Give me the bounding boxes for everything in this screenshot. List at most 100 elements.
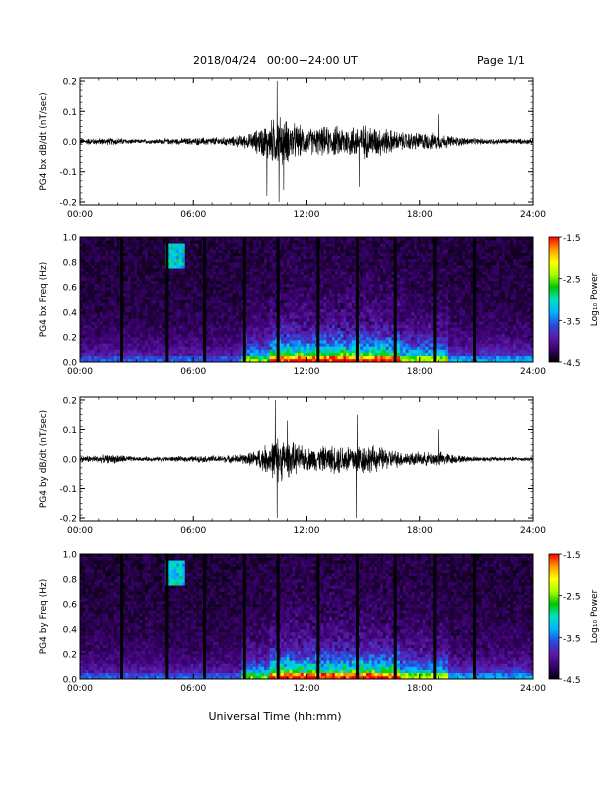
- heatmap-cell: [198, 337, 203, 341]
- heatmap-cell: [227, 274, 231, 278]
- heatmap-cell: [363, 243, 367, 247]
- heatmap-cell: [196, 252, 200, 257]
- heatmap-cell: [357, 305, 361, 310]
- heatmap-cell: [82, 252, 86, 257]
- heatmap-cell: [159, 308, 163, 313]
- heatmap-cell: [179, 283, 183, 288]
- heatmap-cell: [306, 358, 310, 363]
- heatmap-cell: [264, 358, 268, 363]
- heatmap-cell: [368, 346, 372, 350]
- heatmap-cell: [139, 280, 143, 285]
- heatmap-cell: [153, 240, 157, 244]
- heatmap-cell: [91, 262, 95, 266]
- heatmap-cell: [283, 290, 287, 294]
- heatmap-cell: [179, 330, 183, 335]
- heatmap-cell: [252, 308, 256, 313]
- heatmap-cell: [179, 240, 183, 244]
- heatmap-cell: [80, 255, 84, 260]
- y-tick-label: 0.1: [63, 108, 77, 118]
- heatmap-cell: [391, 255, 395, 260]
- heatmap-cell: [363, 315, 367, 319]
- heatmap-cell: [210, 352, 214, 357]
- heatmap-cell: [230, 299, 234, 303]
- heatmap-cell: [96, 299, 101, 303]
- heatmap-cell: [150, 346, 154, 350]
- heatmap-cell: [309, 240, 313, 244]
- heatmap-cell: [391, 252, 395, 257]
- heatmap-cell: [255, 343, 259, 347]
- heatmap-cell: [269, 268, 273, 272]
- heatmap-cell: [116, 243, 120, 247]
- heatmap-cell: [323, 280, 327, 285]
- heatmap-cell: [91, 287, 95, 291]
- heatmap-cell: [283, 349, 287, 353]
- heatmap-cell: [326, 243, 330, 247]
- heatmap-cell: [184, 324, 188, 328]
- heatmap-cell: [85, 318, 89, 322]
- heatmap-cell: [247, 290, 251, 294]
- heatmap-cell: [108, 271, 112, 275]
- heatmap-cell: [224, 327, 228, 332]
- heatmap-cell: [207, 246, 211, 250]
- heatmap-cell: [125, 265, 129, 269]
- heatmap-cell: [323, 327, 327, 332]
- heatmap-cell: [289, 312, 293, 316]
- heatmap-cell: [281, 287, 285, 291]
- heatmap-cell: [371, 249, 375, 253]
- heatmap-cell: [111, 283, 115, 288]
- heatmap-cell: [190, 324, 194, 328]
- heatmap-cell: [130, 240, 135, 244]
- heatmap-cell: [221, 290, 225, 294]
- heatmap-cell: [128, 337, 132, 341]
- heatmap-cell: [130, 277, 135, 282]
- heatmap-cell: [323, 277, 327, 282]
- heatmap-cell: [235, 246, 239, 250]
- heatmap-cell: [221, 352, 225, 357]
- heatmap-cell: [111, 252, 115, 257]
- heatmap-cell: [363, 343, 367, 347]
- heatmap-cell: [306, 327, 310, 332]
- heatmap-cell: [363, 308, 367, 313]
- heatmap-cell: [247, 302, 251, 307]
- heatmap-cell: [334, 237, 338, 241]
- heatmap-cell: [136, 274, 140, 278]
- heatmap-cell: [377, 296, 381, 300]
- heatmap-cell: [162, 299, 166, 303]
- heatmap-cell: [371, 280, 375, 285]
- heatmap-cell: [125, 293, 129, 297]
- heatmap-cell: [382, 355, 387, 360]
- heatmap-cell: [125, 271, 129, 275]
- heatmap-cell: [351, 324, 355, 328]
- heatmap-cell: [371, 237, 375, 241]
- heatmap-cell: [368, 243, 372, 247]
- heatmap-cell: [309, 333, 313, 338]
- heatmap-cell: [218, 349, 222, 353]
- heatmap-cell: [360, 327, 364, 332]
- heatmap-cell: [397, 290, 401, 294]
- heatmap-cell: [136, 302, 140, 307]
- heatmap-cell: [105, 355, 109, 360]
- heatmap-cell: [113, 305, 118, 310]
- heatmap-cell: [408, 355, 412, 360]
- heatmap-cell: [173, 315, 177, 319]
- heatmap-cell: [382, 287, 387, 291]
- heatmap-cell: [215, 327, 220, 332]
- heatmap-cell: [221, 255, 225, 260]
- heatmap-cell: [303, 237, 307, 241]
- heatmap-cell: [235, 240, 239, 244]
- heatmap-cell: [337, 315, 341, 319]
- heatmap-cell: [408, 262, 412, 266]
- heatmap-cell: [187, 274, 191, 278]
- heatmap-cell: [105, 258, 109, 263]
- heatmap-cell: [113, 268, 118, 272]
- heatmap-cell: [170, 283, 174, 288]
- heatmap-cell: [113, 308, 118, 313]
- heatmap-cell: [414, 324, 418, 328]
- heatmap-cell: [247, 283, 251, 288]
- heatmap-cell: [266, 315, 270, 319]
- heatmap-cell: [196, 346, 200, 350]
- heatmap-cell: [391, 262, 395, 266]
- heatmap-cell: [88, 305, 92, 310]
- heatmap-cell: [167, 243, 171, 247]
- heatmap-cell: [176, 252, 180, 257]
